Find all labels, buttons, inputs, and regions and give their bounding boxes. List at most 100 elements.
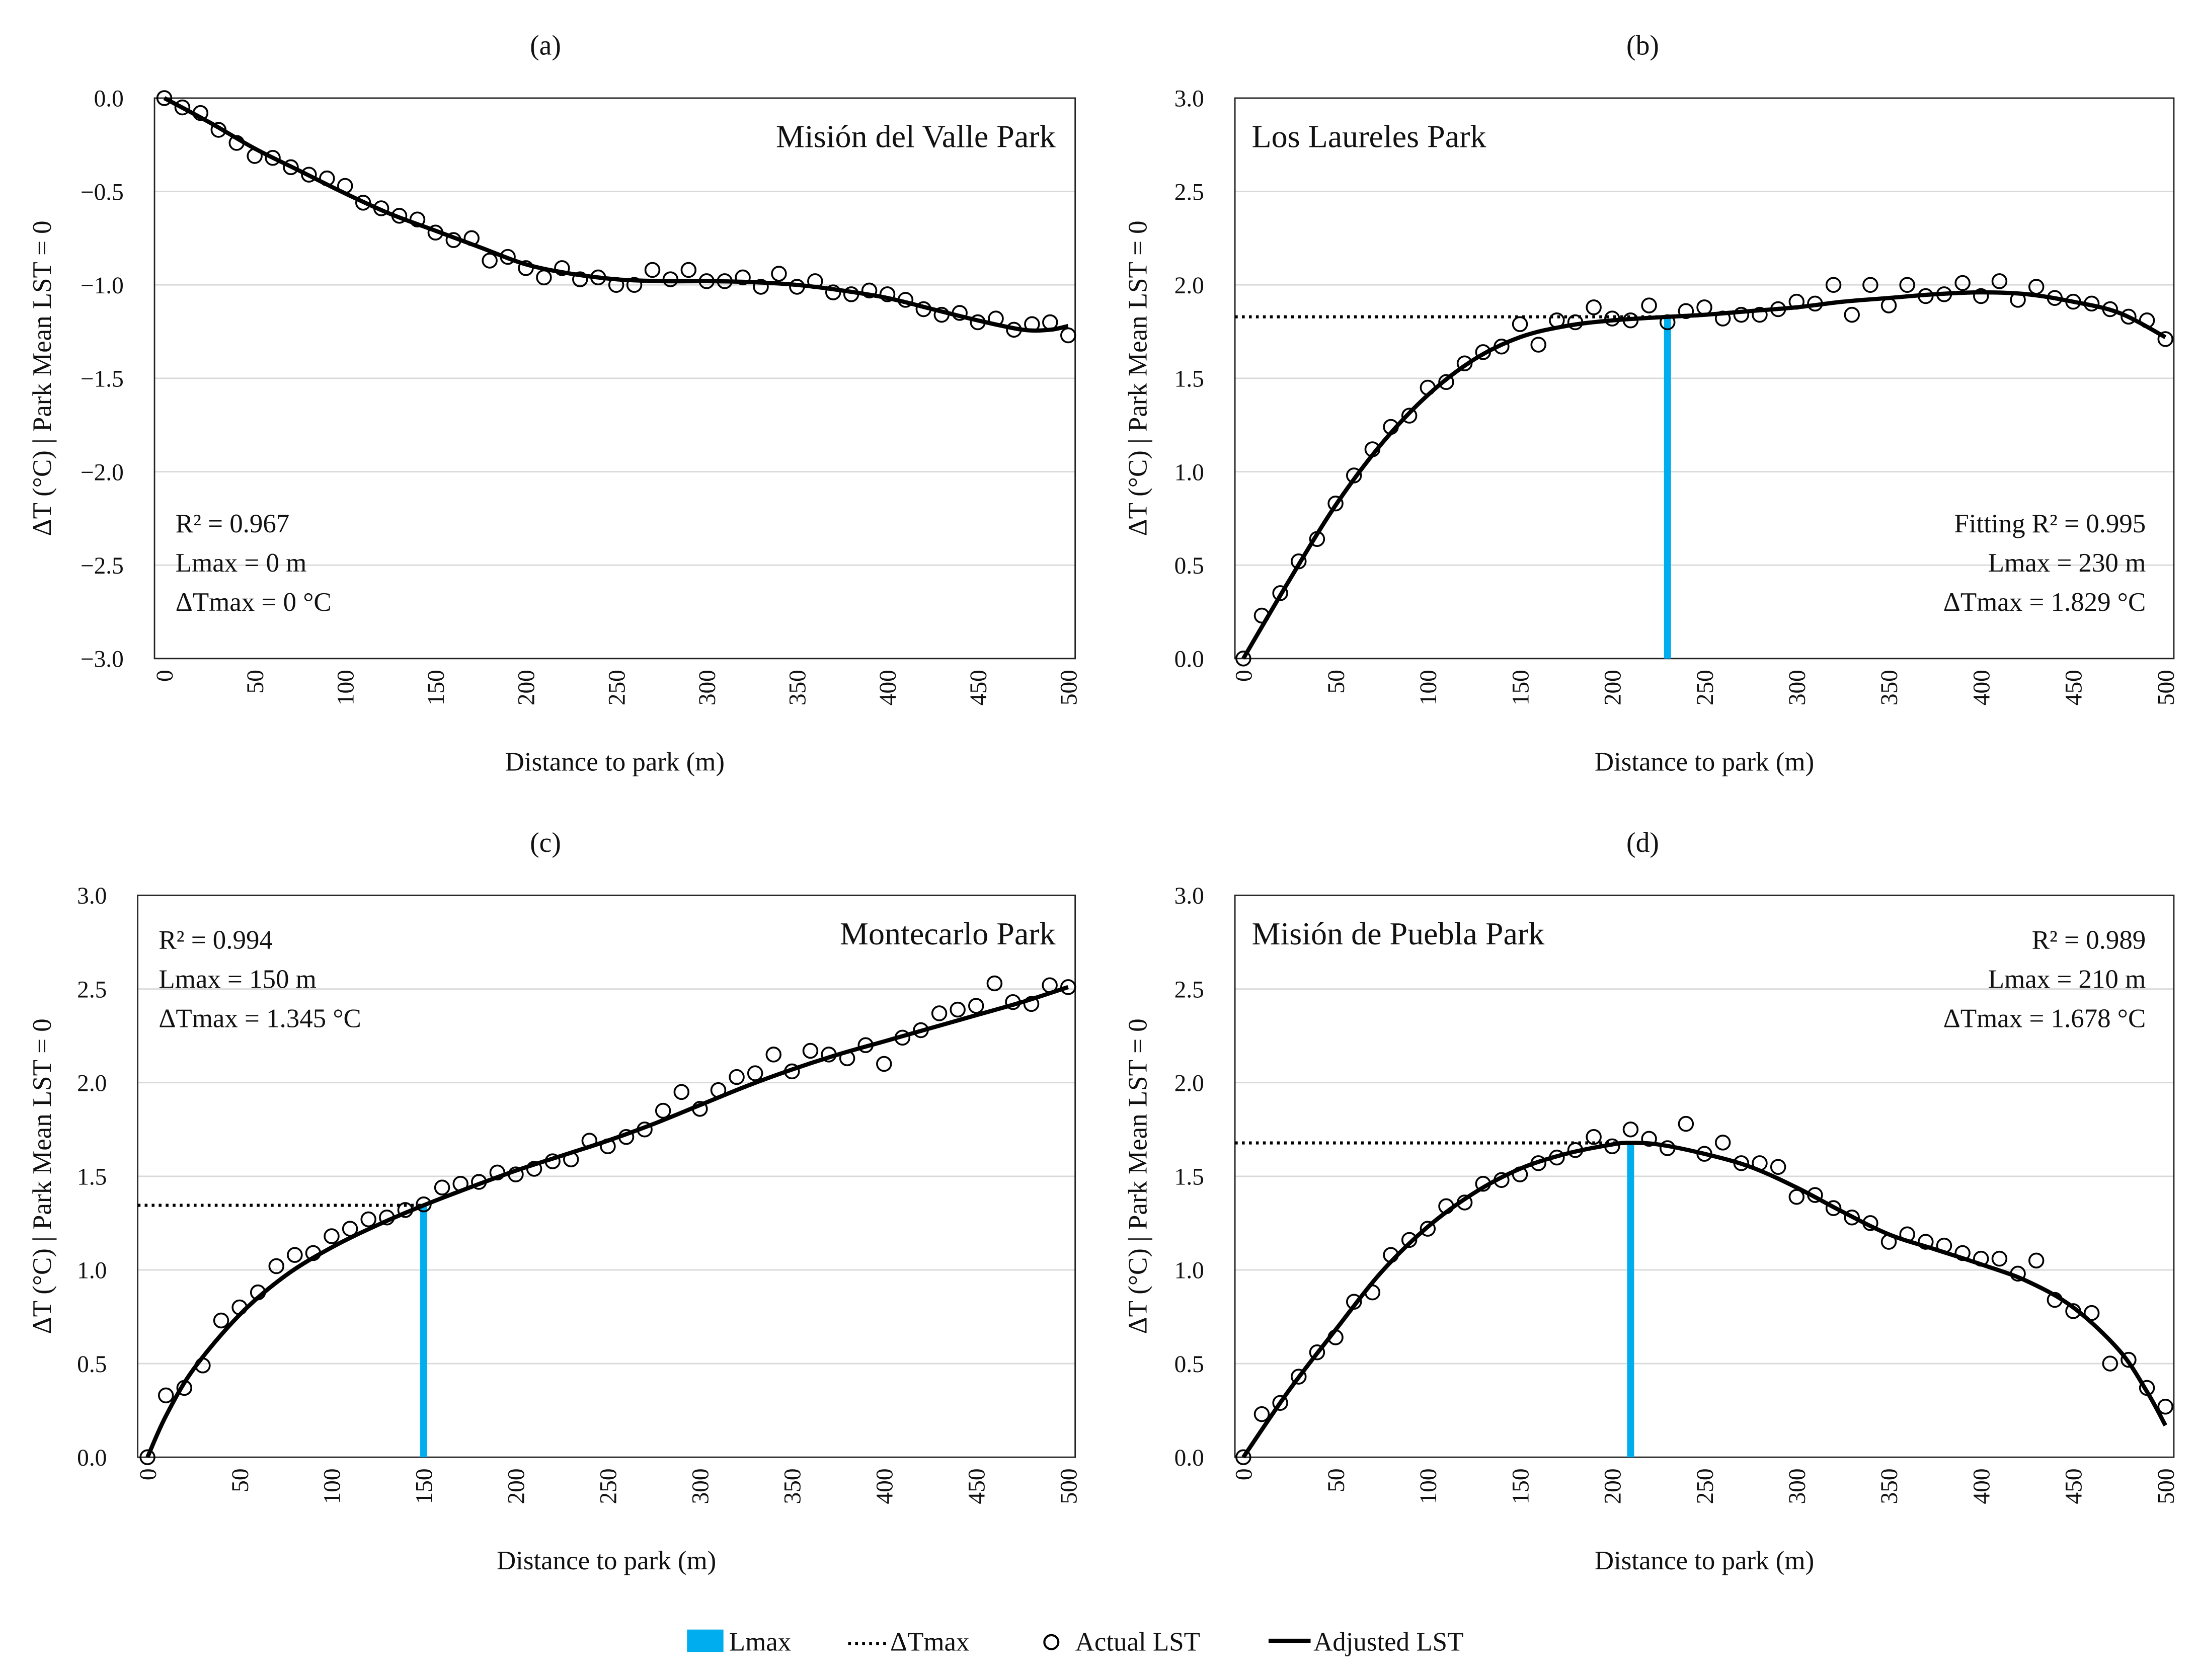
actual-lst-point (590, 269, 606, 286)
actual-lst-point (931, 1005, 948, 1021)
actual-lst-point (1752, 306, 1768, 323)
actual-lst-point (1346, 467, 1362, 484)
actual-lst-point (2102, 1355, 2118, 1372)
lmax-swatch-icon (687, 1629, 724, 1652)
actual-lst-point (1733, 1155, 1750, 1171)
x-tick-label: 250 (1692, 1468, 1718, 1504)
actual-lst-point (1512, 316, 1528, 332)
x-tick-label: 400 (1969, 670, 1995, 705)
actual-lst-point (662, 271, 679, 287)
actual-lst-point (301, 167, 317, 183)
x-axis-label: Distance to park (m) (1595, 1546, 1814, 1575)
actual-lst-point (518, 260, 534, 276)
actual-lst-point (1862, 1215, 1878, 1231)
actual-lst-point (1641, 1131, 1657, 1147)
actual-lst-point (1401, 408, 1418, 424)
actual-lst-point (1253, 1406, 1270, 1422)
actual-lst-point (342, 1221, 358, 1237)
actual-lst-point (319, 170, 335, 187)
x-tick-label: 500 (1056, 670, 1082, 705)
actual-lst-point (526, 1161, 542, 1177)
actual-lst-point (1494, 1172, 1510, 1188)
stat-line: Lmax = 230 m (1988, 548, 2146, 578)
actual-lst-point (1696, 1146, 1712, 1162)
actual-lst-point (1604, 1138, 1620, 1155)
actual-lst-point (554, 260, 570, 276)
x-tick-label: 500 (2153, 1468, 2179, 1504)
x-tick-label: 50 (243, 670, 269, 693)
actual-lst-point (710, 1082, 727, 1098)
legend-label: Actual LST (1075, 1628, 1200, 1657)
actual-lst-point (563, 1151, 579, 1168)
legend-label: Lmax (729, 1628, 791, 1657)
actual-lst-point (692, 1101, 708, 1117)
stat-line: Lmax = 210 m (1988, 965, 2146, 994)
actual-lst-point (1622, 1122, 1639, 1138)
y-axis-label: ΔT (°C) | Park Mean LST = 0 (28, 220, 57, 536)
actual-lst-point (839, 1050, 855, 1067)
actual-lst-point (913, 1022, 929, 1038)
y-tick-label: 0.5 (1174, 553, 1204, 579)
actual-lst-point (2157, 331, 2173, 347)
legend: Lmax ΔTmax Actual LST Adjusted LST (687, 1628, 1463, 1657)
actual-lst-point (988, 310, 1004, 327)
actual-lst-point (2047, 1292, 2063, 1308)
stat-line: ΔTmax = 1.678 °C (1943, 1004, 2146, 1033)
actual-lst-point (489, 1164, 506, 1181)
x-tick-label: 500 (2153, 670, 2179, 705)
actual-lst-point (174, 99, 191, 116)
actual-lst-point (2083, 295, 2100, 312)
x-tick-label: 100 (320, 1468, 346, 1504)
x-tick-label: 450 (2061, 1468, 2087, 1504)
actual-lst-point (409, 211, 426, 228)
stat-line: ΔTmax = 0 °C (176, 588, 332, 617)
actual-lst-point (825, 284, 841, 300)
actual-lst-point (1420, 1221, 1436, 1237)
actual-lst-point (771, 266, 787, 282)
x-tick-label: 400 (872, 1468, 898, 1504)
actual-lst-point (698, 273, 715, 289)
lmax-bar (1627, 1143, 1634, 1458)
actual-lst-point (1936, 1237, 1952, 1254)
plot-frame (137, 895, 1076, 1458)
x-tick-label: 400 (1969, 1468, 1995, 1504)
y-tick-label: 1.0 (1174, 459, 1204, 486)
x-tick-label: 200 (1600, 670, 1626, 705)
actual-lst-point (1327, 495, 1344, 512)
actual-lst-point (807, 273, 823, 289)
actual-lst-point (231, 1299, 248, 1316)
actual-lst-point (729, 1069, 745, 1085)
actual-lst-point (1752, 1155, 1768, 1171)
actual-lst-point (1899, 1226, 1915, 1242)
stat-line: Lmax = 0 m (176, 548, 307, 578)
actual-lst-point (1346, 1294, 1362, 1310)
actual-lst-point (1456, 355, 1473, 371)
x-tick-label: 500 (1056, 1468, 1082, 1504)
actual-lst-point (1586, 1129, 1602, 1145)
actual-lst-point (2065, 1303, 2081, 1319)
x-tick-label: 100 (1416, 670, 1442, 705)
actual-lst-point (1512, 1166, 1528, 1182)
actual-lst-point (1825, 277, 1842, 293)
y-tick-label: 0.0 (1174, 647, 1204, 673)
actual-lst-point (305, 1245, 322, 1261)
y-tick-label: 2.0 (77, 1070, 107, 1096)
actual-lst-point (1494, 339, 1510, 355)
actual-lst-point (1364, 441, 1381, 457)
x-tick-label: 50 (227, 1468, 254, 1492)
park-name: Misión del Valle Park (776, 118, 1056, 154)
actual-lst-point (1364, 1284, 1381, 1301)
x-tick-label: 0 (1231, 1468, 1258, 1480)
x-tick-label: 200 (514, 670, 540, 705)
actual-lst-point (2010, 292, 2026, 308)
actual-lst-point (876, 1056, 892, 1072)
stat-line: R² = 0.967 (176, 509, 289, 538)
actual-lst-point (608, 277, 624, 293)
chart-panel-a: (a) 0.0 −0.5 −1.0 −1.5 −2.0 −2.5 −3.0 0 50 100 150 2… (28, 30, 1082, 777)
y-tick-label: 0.0 (94, 86, 124, 112)
actual-lst-point (373, 200, 389, 216)
y-tick-label: 0.0 (1174, 1445, 1204, 1471)
actual-lst-point (247, 148, 263, 164)
legend-label: ΔTmax (890, 1628, 969, 1657)
actual-lst-point (416, 1196, 432, 1213)
